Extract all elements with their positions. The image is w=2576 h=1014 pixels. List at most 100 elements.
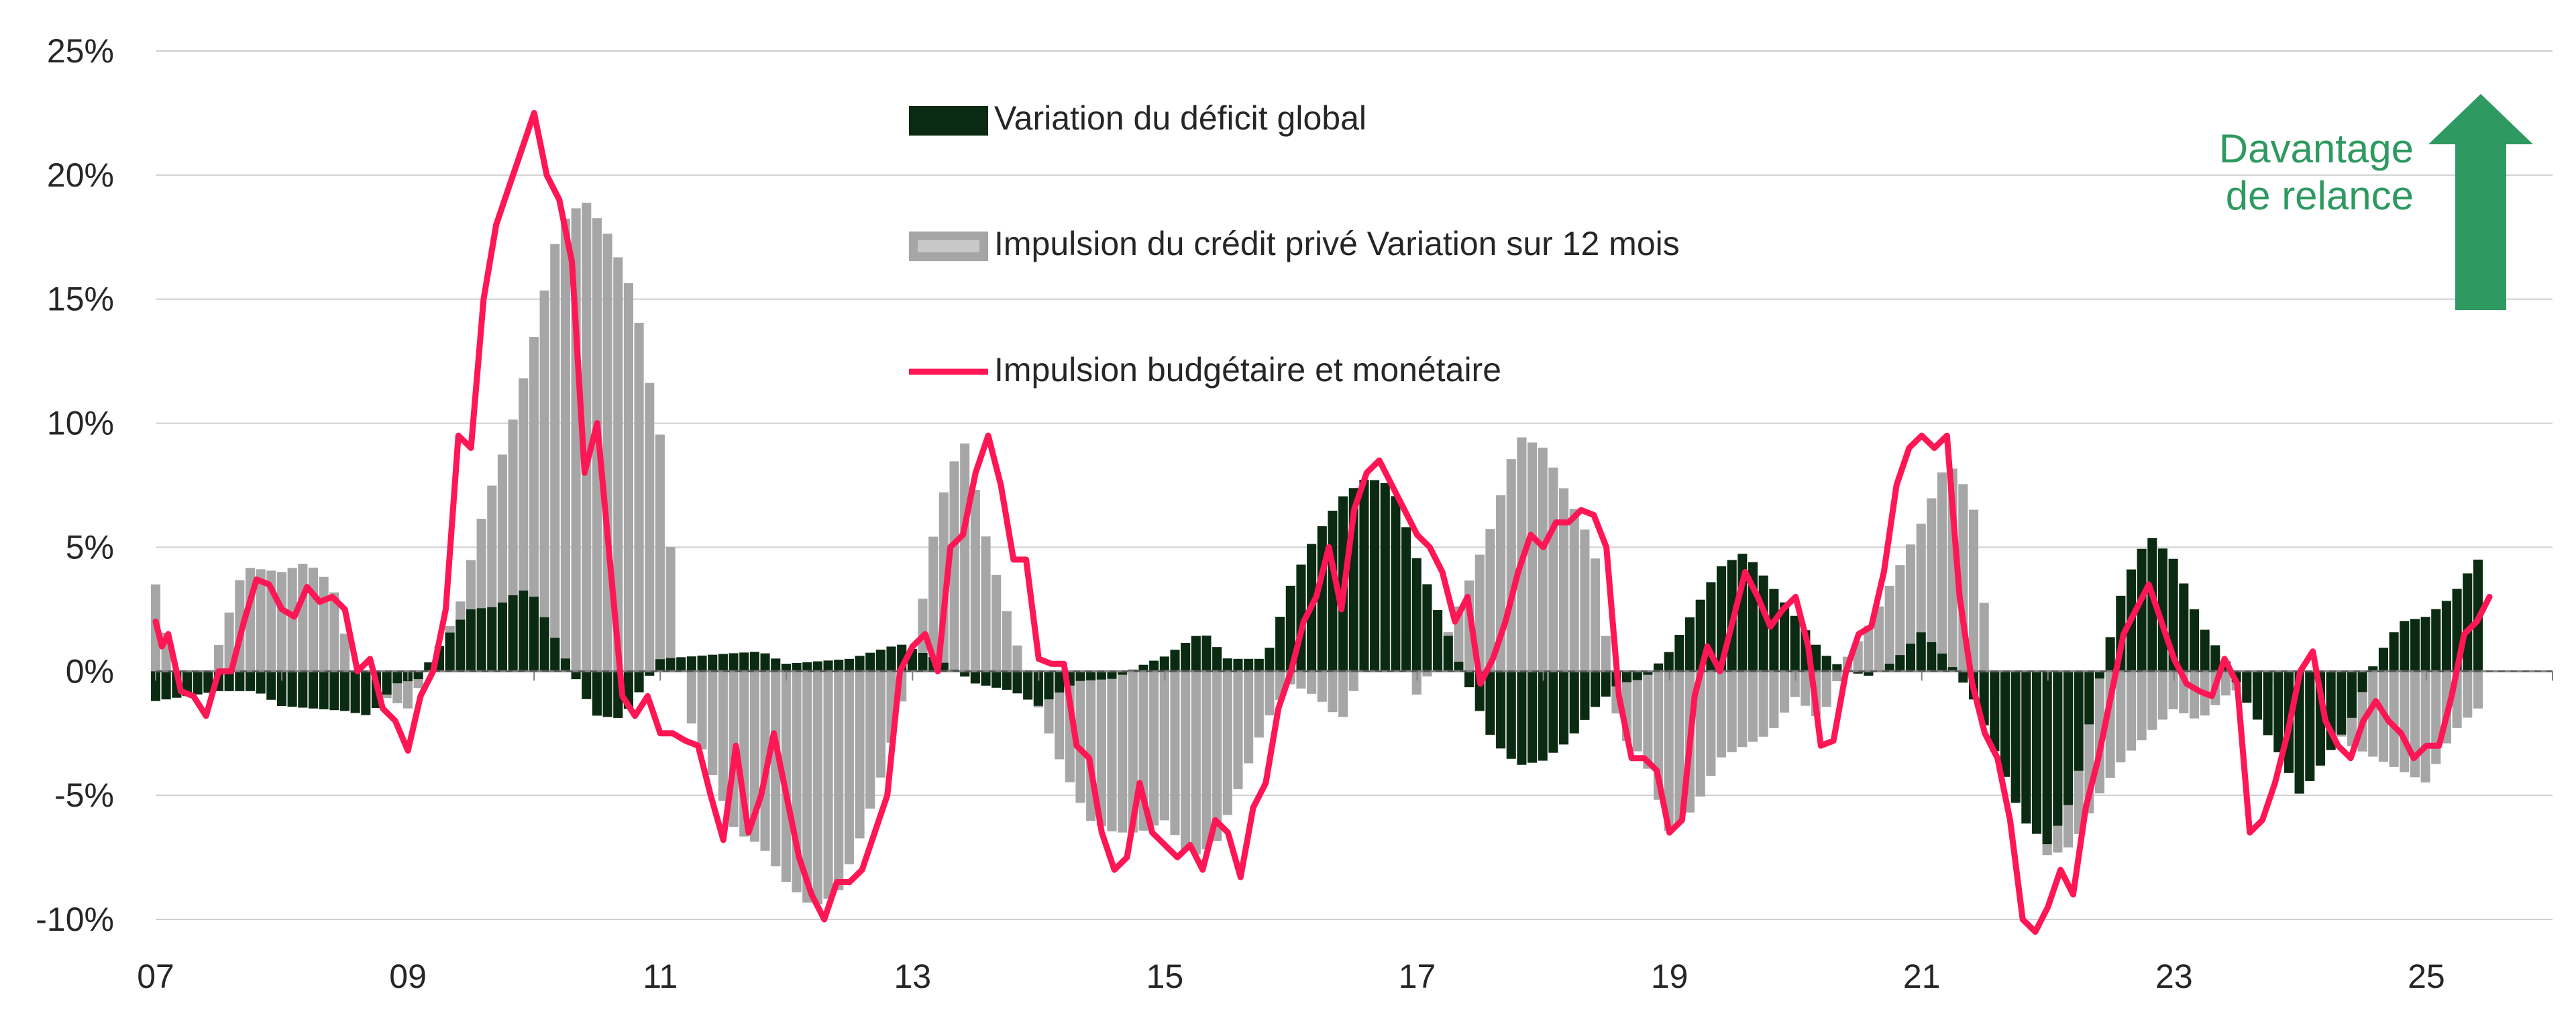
bar-deficit [1181,642,1191,672]
bar-deficit [487,607,497,672]
x-tick-label: 15 [1146,958,1184,995]
bar-credit [1937,472,1947,672]
bar-deficit [2210,645,2220,672]
bar-credit [1201,671,1212,850]
bar-credit [1296,671,1306,689]
bar-deficit [781,664,791,672]
bar-deficit [287,671,297,707]
bar-deficit [193,671,203,695]
bar-deficit [203,671,213,693]
bar-deficit [2242,671,2252,703]
bar-credit [634,322,644,672]
y-tick-label: 20% [47,156,114,194]
bar-credit [1012,645,1022,672]
bar-credit [1717,671,1727,758]
bar-credit [560,218,570,672]
bar-deficit [1538,671,1548,761]
bar-credit [1769,671,1779,728]
bar-deficit [1643,671,1653,675]
bar-deficit [256,671,266,694]
bar-deficit [2305,671,2315,781]
bar-credit [1695,671,1705,797]
bar-credit [1107,671,1117,831]
bar-deficit [697,655,707,672]
bar-deficit [1864,671,1874,676]
bar-deficit [1622,671,1632,682]
bar-deficit [1222,658,1232,672]
bar-deficit [1506,671,1516,759]
x-tick-label: 13 [894,958,932,995]
bar-deficit [1433,610,1443,672]
bar-deficit [1685,617,1695,672]
bar-credit [1212,671,1222,841]
bar-deficit [550,638,560,672]
bar-deficit [2263,671,2273,736]
bar-credit [1643,671,1653,769]
bar-deficit [413,671,423,680]
bar-credit [1790,671,1800,697]
bar-deficit [2094,671,2105,679]
bar-credit [2116,671,2126,763]
bar-credit [287,568,297,672]
bar-deficit [1485,671,1495,735]
bar-deficit [2084,671,2094,725]
bar-credit [1328,671,1338,713]
bar-deficit [1958,671,1968,683]
bar-credit [1737,671,1748,748]
bar-deficit [1591,671,1601,707]
bar-deficit [718,654,728,672]
bar-credit [276,572,287,672]
bar-deficit [1201,636,1212,672]
bar-credit [319,576,329,672]
bar-deficit [708,654,718,672]
bar-credit [970,490,980,672]
bar-credit [1485,529,1495,672]
x-tick-label: 11 [643,958,678,995]
bar-deficit [466,609,476,672]
bar-deficit [1401,527,1411,672]
bar-credit [2431,671,2441,764]
bar-deficit [2389,632,2399,672]
bar-deficit [2441,601,2451,672]
bar-deficit [1905,644,1916,672]
bar-credit [1118,671,1128,833]
bar-credit [1548,467,1558,672]
bar-deficit [2063,671,2074,805]
bar-credit [1979,603,1989,672]
bar-credit [308,567,319,672]
bar-deficit [655,659,665,672]
bar-deficit [2000,671,2010,777]
bar-deficit [319,671,329,709]
bar-deficit [2273,671,2284,753]
bar-deficit [571,671,581,680]
line-impulse-budgetaire [152,109,2493,935]
bar-deficit [1391,496,1401,672]
bar-credit [718,671,728,801]
bar-credit [960,443,970,672]
bar-credit [655,434,665,672]
bar-deficit [792,662,802,672]
bar-deficit [634,671,644,693]
bar-deficit [1884,663,1894,672]
bar-credit [1895,565,1905,672]
bar-credit [875,671,885,778]
bar-credit [224,612,234,672]
bar-credit [1254,671,1264,738]
bar-credit [1222,671,1232,815]
bar-deficit [2031,671,2042,834]
bar-credit [2189,671,2200,719]
bar-deficit [1002,671,1012,690]
bar-credit [2473,671,2483,709]
bar-credit [686,671,696,724]
bar-deficit [823,660,833,672]
bar-credit [1265,671,1275,715]
x-tick-label: 07 [137,958,174,995]
bar-credit [1601,636,1611,672]
bar-credit [339,633,350,672]
bar-deficit [1275,617,1285,672]
bar-credit [1632,671,1642,752]
bar-deficit [2347,671,2357,718]
bar-credit [1591,558,1601,672]
bar-credit [823,671,833,899]
